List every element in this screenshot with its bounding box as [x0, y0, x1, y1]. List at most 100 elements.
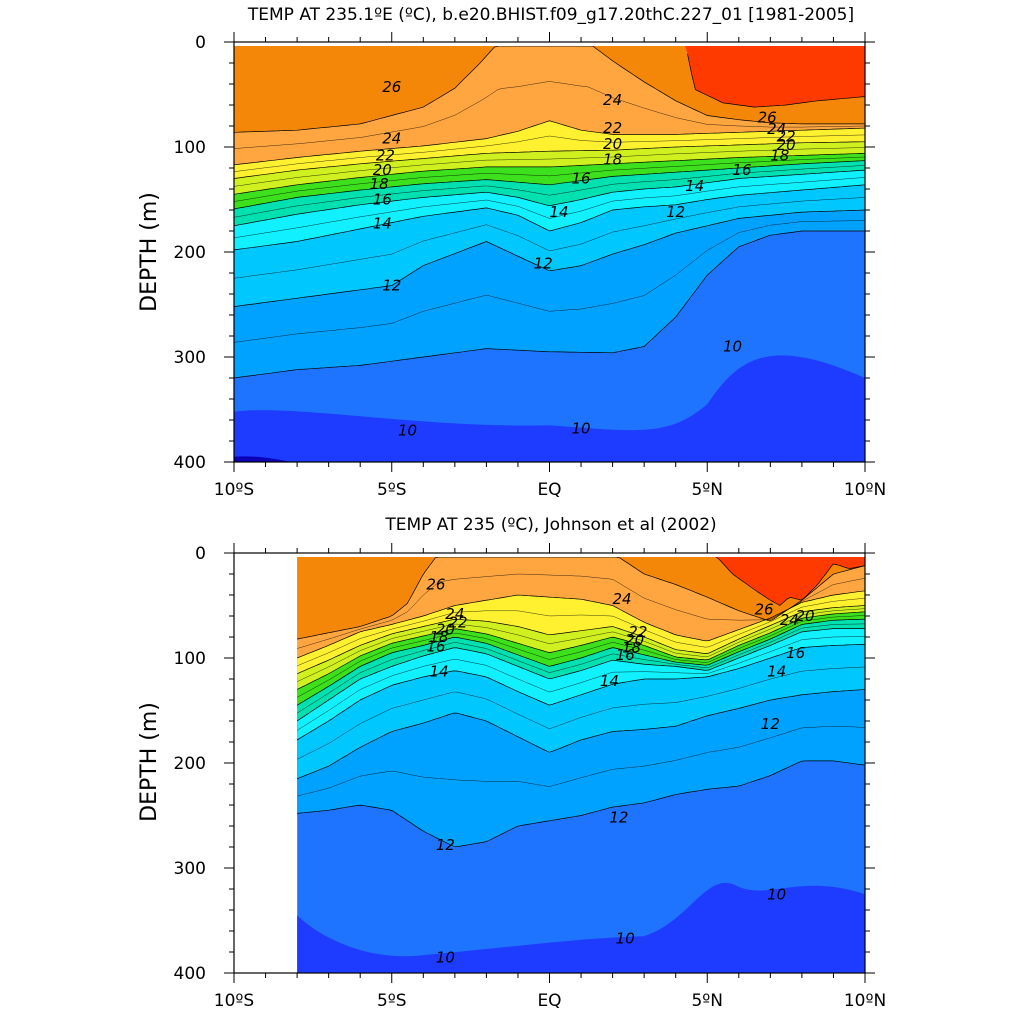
- observed-temperature-section: TEMP AT 235 (ºC), Johnson et al (2002) D…: [137, 515, 886, 1011]
- filled-contours: [297, 557, 866, 973]
- isotherm-line-23: [234, 134, 865, 172]
- contour-label: 10: [767, 885, 786, 903]
- isotherm-line-22: [234, 141, 865, 179]
- isotherm-line-16: [234, 169, 865, 227]
- contour-label: 10: [398, 422, 417, 440]
- isotherm-line-14: [234, 184, 865, 251]
- contour-label: 24: [767, 120, 786, 138]
- axes: 10ºS 5ºS EQ 5ºN 10ºN 0 100 200 300 400: [174, 32, 886, 500]
- isotherm-line-11: [234, 220, 865, 343]
- contour-label: 22: [628, 623, 647, 641]
- filled-contours: [234, 46, 865, 462]
- contour-label: 10: [436, 948, 455, 966]
- y-tick-label: 300: [174, 348, 206, 368]
- contour-label: 26: [426, 576, 445, 594]
- isotherm-line-23: [297, 597, 866, 667]
- y-tick-label: 0: [195, 33, 206, 53]
- contour-label: 14: [549, 203, 568, 221]
- contour-label: 22: [448, 613, 467, 631]
- isotherm-line-13: [234, 197, 865, 279]
- observed-panel-title: TEMP AT 235 (ºC), Johnson et al (2002): [384, 515, 716, 535]
- y-tick-label: 100: [174, 649, 206, 669]
- contour-label: 20: [796, 607, 815, 625]
- isotherm-line-14: [297, 644, 866, 741]
- isotherm-line-16: [297, 628, 865, 722]
- isotherm-line-21: [297, 608, 866, 682]
- isotherm-line-18: [297, 618, 866, 706]
- contour-label: 22: [376, 146, 395, 164]
- model-panel-title: TEMP AT 235.1ºE (ºC), b.e20.BHIST.f09_g1…: [247, 5, 854, 25]
- isotherm-line-26: [297, 557, 866, 640]
- contour-label: 14: [767, 663, 786, 681]
- contour-label: 16: [373, 191, 392, 209]
- contour-label: 12: [761, 715, 780, 733]
- x-tick-label: 5ºN: [691, 480, 723, 500]
- x-tick-label: 10ºN: [844, 991, 886, 1011]
- isotherm-line-10: [297, 760, 866, 848]
- x-tick-label: EQ: [537, 991, 561, 1011]
- isotherm-fill-below-10: [297, 882, 866, 973]
- x-tick-label: 5ºN: [691, 991, 723, 1011]
- isotherm-line-26: [234, 46, 865, 133]
- contour-label: 16: [426, 637, 445, 655]
- contour-label: 18: [430, 628, 449, 646]
- isotherm-line-20: [297, 611, 866, 690]
- contour-label: 16: [732, 161, 751, 179]
- contour-label: 12: [534, 255, 553, 273]
- observed-panel-ylabel: DEPTH (m): [137, 702, 162, 822]
- isotherm-line-18: [234, 160, 865, 210]
- contour-label: 24: [445, 605, 464, 623]
- contour-label: 24: [603, 91, 622, 109]
- contour-label: 14: [430, 663, 449, 681]
- y-tick-label: 0: [195, 544, 206, 564]
- contour-label: 18: [622, 639, 641, 657]
- contour-label: 24: [613, 590, 632, 608]
- y-tick-label: 400: [174, 964, 206, 984]
- contour-label: 16: [572, 170, 591, 188]
- isotherm-line-25: [297, 573, 866, 649]
- contour-label: 26: [758, 109, 777, 127]
- x-tick-label: EQ: [537, 480, 561, 500]
- contour-lines: [297, 557, 866, 848]
- contour-label: 14: [600, 672, 619, 690]
- isotherm-line-15: [297, 636, 865, 731]
- model-temperature-section: TEMP AT 235.1ºE (ºC), b.e20.BHIST.f09_g1…: [137, 5, 886, 500]
- y-tick-label: 400: [174, 453, 206, 473]
- contour-label: 22: [777, 128, 796, 146]
- contour-label: 12: [436, 836, 455, 854]
- isotherm-fill-28: [713, 557, 865, 606]
- contour-label: 16: [616, 646, 635, 664]
- contour-label: 12: [382, 277, 401, 295]
- contour-label: 12: [609, 809, 628, 827]
- isotherm-line-20: [234, 152, 865, 195]
- isotherm-line-25: [234, 81, 865, 149]
- contour-label: 10: [616, 929, 635, 947]
- contour-label: 20: [436, 621, 455, 639]
- x-tick-label: 10ºN: [844, 480, 886, 500]
- contour-label: 10: [572, 419, 591, 437]
- y-tick-label: 200: [174, 754, 206, 774]
- isotherm-line-12: [234, 209, 865, 307]
- isotherm-line-19: [297, 615, 866, 698]
- contour-label: 24: [780, 611, 799, 629]
- contour-label: 26: [754, 601, 773, 619]
- contour-label: 20: [625, 631, 644, 649]
- y-tick-label: 100: [174, 138, 206, 158]
- contour-label: 14: [373, 215, 392, 233]
- isotherm-line-10: [234, 230, 865, 379]
- isotherm-line-17: [297, 623, 865, 714]
- isotherm-line-11: [297, 726, 866, 797]
- y-tick-label: 300: [174, 859, 206, 879]
- y-tick-label: 200: [174, 243, 206, 263]
- contour-label: 20: [373, 161, 392, 179]
- contour-label: 14: [685, 177, 704, 195]
- isotherm-fill-below-10-deep: [234, 456, 291, 462]
- contour-label: 18: [603, 151, 622, 169]
- model-panel-ylabel: DEPTH (m): [137, 192, 162, 312]
- contour-labels: 2624222018161412242220181614121210101026…: [426, 576, 814, 967]
- isotherm-fill-26: [297, 557, 866, 640]
- isotherm-line-21: [234, 147, 865, 187]
- isotherm-fill-below-10-upper: [234, 355, 865, 462]
- contour-label: 24: [382, 130, 401, 148]
